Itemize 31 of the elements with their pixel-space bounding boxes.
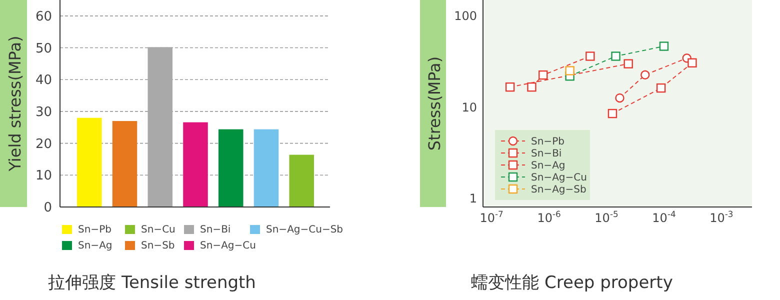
legend-label: Sn−Ag−Cu <box>200 240 256 252</box>
y-tick-label: 20 <box>35 136 52 152</box>
x-tick-label: 10$^{-6}$ <box>537 209 561 225</box>
legend-label: Sn−Ag−Cu−Sb <box>266 224 344 236</box>
legend-label: Sn−Ag−Sb <box>531 184 586 196</box>
legend-label: Sn−Bi <box>531 148 562 160</box>
x-tick-label: 10$^{-7}$ <box>480 209 504 225</box>
text: 蠕变性能 Creep property <box>471 273 673 293</box>
y-tick-label: 10 <box>35 168 52 184</box>
legend-label: Sn−Ag <box>78 240 112 252</box>
x-tick-label: 10$^{-5}$ <box>594 209 618 225</box>
y-axis-title: Stress(MPa) <box>425 56 444 151</box>
legend-label: Sn−Ag <box>531 160 566 172</box>
y-axis-title: Yield stress(MPa) <box>6 36 24 172</box>
legend-label: Sn−Ag−Cu <box>531 172 587 184</box>
x-tick-label: 10$^{-4}$ <box>652 209 676 225</box>
legend-label: Sn−Pb <box>531 136 564 148</box>
x-tick-label: 10$^{-3}$ <box>710 209 734 225</box>
legend-label: Sn−Bi <box>200 224 231 236</box>
y-tick-label: 1 <box>469 191 477 206</box>
legend-label: Sn−Cu <box>141 224 176 236</box>
y-tick-label: 40 <box>35 73 52 88</box>
text: 拉伸强度 Tensile strength <box>48 273 256 293</box>
y-tick-label: 10 <box>462 100 477 114</box>
y-tick-label: 0 <box>44 200 52 216</box>
y-tick-label: 100 <box>454 9 477 24</box>
y-tick-label: 60 <box>35 9 52 24</box>
y-tick-label: 50 <box>35 41 52 56</box>
legend-label: Sn−Sb <box>141 240 175 252</box>
legend-label: Sn−Pb <box>78 224 112 236</box>
y-tick-label: 30 <box>35 105 52 120</box>
